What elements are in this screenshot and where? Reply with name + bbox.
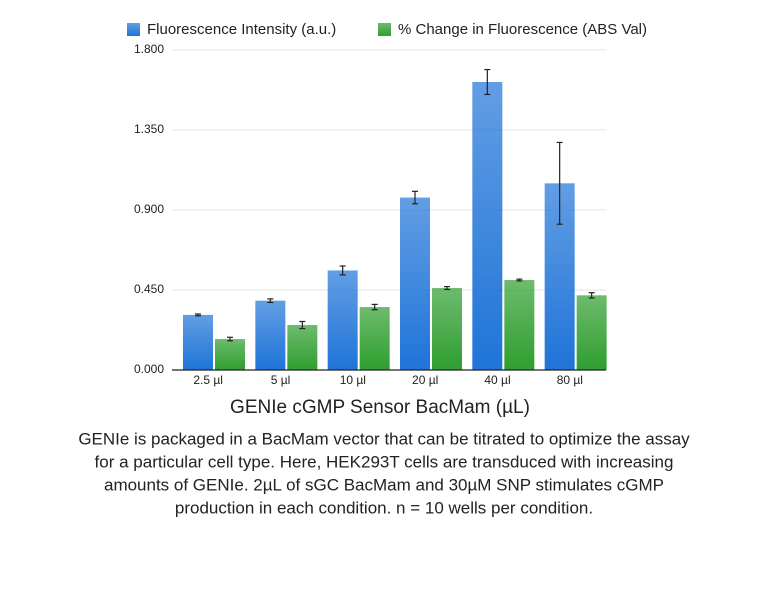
bar bbox=[255, 300, 286, 370]
x-tick-label: 20 µl bbox=[412, 373, 438, 387]
bar bbox=[576, 295, 607, 370]
error-bar bbox=[299, 320, 306, 330]
bar bbox=[432, 288, 462, 370]
bar bbox=[472, 82, 503, 370]
bar bbox=[327, 270, 358, 370]
error-bar bbox=[267, 298, 274, 304]
caption-line: GENIe is packaged in a BacMam vector tha… bbox=[78, 429, 690, 448]
error-bar bbox=[516, 278, 523, 282]
error-bar bbox=[588, 292, 595, 299]
error-bar bbox=[484, 68, 491, 96]
y-tick-label: 0.000 bbox=[134, 362, 164, 376]
bar bbox=[504, 280, 535, 370]
y-tick-label: 0.900 bbox=[134, 202, 164, 216]
error-bar bbox=[339, 265, 346, 276]
error-bar bbox=[371, 303, 378, 311]
caption-line: production in each condition. n = 10 wel… bbox=[175, 498, 593, 517]
y-tick-label: 0.450 bbox=[134, 282, 164, 296]
bar bbox=[400, 197, 430, 370]
bar bbox=[183, 314, 213, 370]
caption-line: for a particular cell type. Here, HEK293… bbox=[95, 452, 674, 471]
y-tick-label: 1.350 bbox=[134, 122, 164, 136]
bar bbox=[359, 307, 390, 370]
error-bar bbox=[195, 313, 201, 317]
legend-swatch bbox=[378, 23, 391, 36]
x-tick-label: 10 µl bbox=[340, 373, 366, 387]
legend-label: Fluorescence Intensity (a.u.) bbox=[147, 21, 336, 38]
error-bar bbox=[444, 286, 450, 291]
error-bar bbox=[412, 190, 418, 205]
error-bar bbox=[556, 141, 563, 225]
error-bar bbox=[227, 336, 233, 342]
x-tick-label: 5 µl bbox=[271, 373, 291, 387]
legend-label: % Change in Fluorescence (ABS Val) bbox=[398, 21, 647, 38]
bar bbox=[215, 339, 245, 370]
y-tick-label: 1.800 bbox=[134, 42, 164, 56]
x-tick-label: 80 µl bbox=[557, 373, 583, 387]
caption-line: amounts of GENIe. 2µL of sGC BacMam and … bbox=[104, 475, 664, 494]
x-tick-label: 40 µl bbox=[484, 373, 510, 387]
legend-swatch bbox=[127, 23, 140, 36]
bar bbox=[287, 325, 318, 370]
x-tick-label: 2.5 µl bbox=[193, 373, 223, 387]
x-axis-label: GENIe cGMP Sensor BacMam (µL) bbox=[230, 397, 530, 418]
